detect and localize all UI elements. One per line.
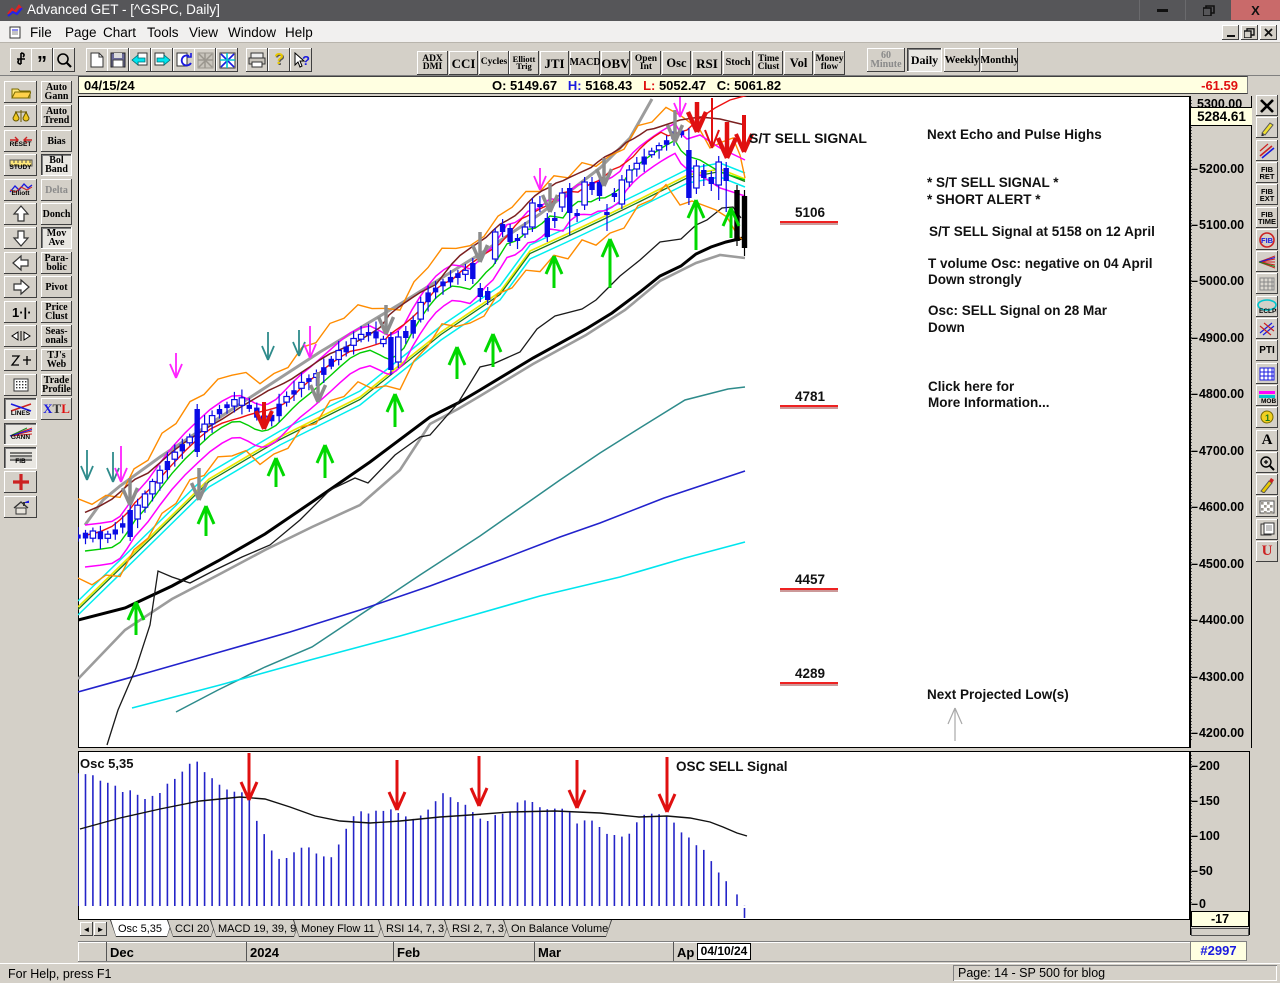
svg-text:4781: 4781 <box>795 389 826 404</box>
svg-text:S/T SELL Signal at 5158 on 12: S/T SELL Signal at 5158 on 12 April <box>929 224 1155 239</box>
svg-text:4289: 4289 <box>795 666 825 681</box>
svg-text:?: ? <box>302 53 310 68</box>
svg-text:Down strongly: Down strongly <box>928 272 1022 287</box>
svg-text:5106: 5106 <box>795 205 826 220</box>
svg-text:Osc: SELL Signal on 28 Mar: Osc: SELL Signal on 28 Mar <box>928 303 1108 318</box>
svg-text:1: 1 <box>1265 413 1270 423</box>
svg-text:Down: Down <box>928 320 965 335</box>
svg-text:MOB: MOB <box>1261 398 1276 403</box>
svg-text:1·|·1: 1·|·1 <box>12 305 31 319</box>
svg-text:ECLPS: ECLPS <box>1259 308 1277 314</box>
svg-text:* S/T SELL SIGNAL *: * S/T SELL SIGNAL * <box>927 175 1059 190</box>
svg-text:S/T SELL SIGNAL: S/T SELL SIGNAL <box>749 130 867 146</box>
svg-text:OSC SELL Signal: OSC SELL Signal <box>676 759 788 774</box>
svg-text:Click here for: Click here for <box>928 379 1015 394</box>
svg-text:FIB: FIB <box>1261 236 1274 245</box>
svg-text:More Information...: More Information... <box>928 395 1050 410</box>
svg-text:* SHORT ALERT *: * SHORT ALERT * <box>927 192 1041 207</box>
svg-text:Next Echo and Pulse Highs: Next Echo and Pulse Highs <box>927 127 1102 142</box>
svg-text:Next Projected Low(s): Next Projected Low(s) <box>927 687 1069 702</box>
svg-text:4457: 4457 <box>795 572 825 587</box>
svg-text:T volume Osc: negative on 04 A: T volume Osc: negative on 04 April <box>928 256 1153 271</box>
svg-text:Osc 5,35: Osc 5,35 <box>80 756 134 771</box>
